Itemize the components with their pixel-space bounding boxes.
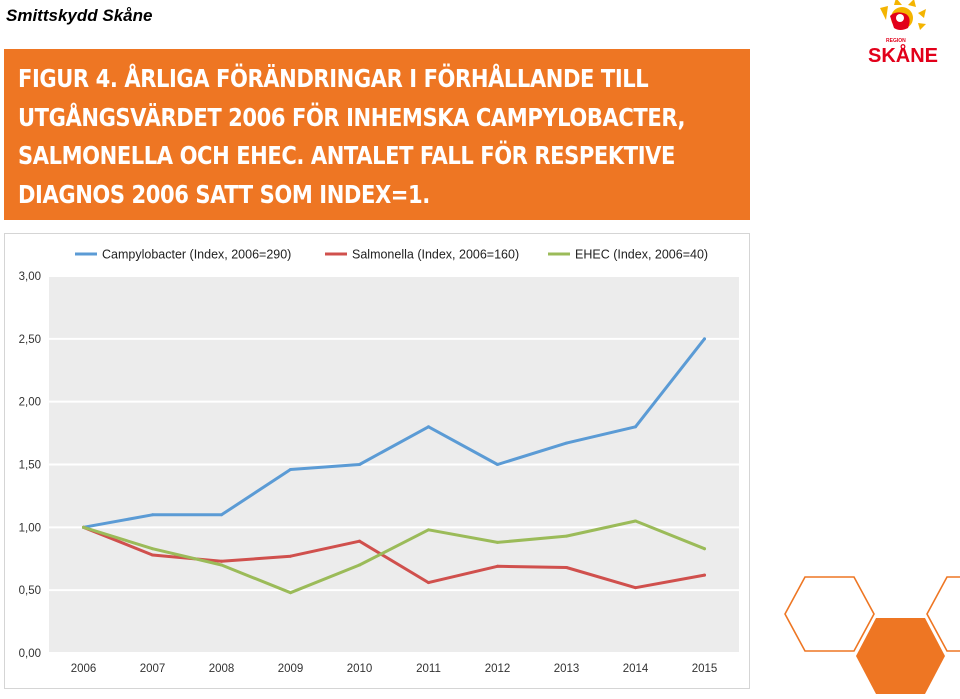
figure-title-line-2: UTGÅNGSVÄRDET 2006 FÖR INHEMSKA CAMPYLOB… (18, 102, 686, 132)
x-tick-label: 2008 (209, 663, 235, 675)
figure-title-line-1: FIGUR 4. ÅRLIGA FÖRÄNDRINGAR I FÖRHÅLLAN… (18, 64, 649, 93)
figure-title-line-3: SALMONELLA OCH EHEC. ANTALET FALL FÖR RE… (18, 141, 675, 170)
data-point-series-3 (289, 591, 292, 595)
data-point-series-1 (151, 513, 154, 517)
data-point-series-2 (496, 564, 499, 568)
data-point-series-1 (289, 468, 292, 472)
figure-title-line-4: DIAGNOS 2006 SATT SOM INDEX=1. (18, 179, 430, 209)
hexagon-filled (856, 618, 945, 694)
x-tick-label: 2006 (71, 663, 97, 675)
data-point-series-2 (634, 586, 637, 590)
region-skane-logo-graphic: REGION SKÅNE (868, 0, 938, 67)
x-tick-label: 2007 (140, 663, 166, 675)
y-tick-label: 0,00 (19, 648, 41, 660)
data-point-series-3 (496, 540, 499, 544)
x-tick-label: 2012 (485, 663, 511, 675)
data-point-series-3 (358, 563, 361, 567)
data-point-series-2 (289, 554, 292, 558)
data-point-series-1 (427, 425, 430, 429)
data-point-series-1 (634, 425, 637, 429)
data-point-series-2 (358, 539, 361, 543)
y-tick-label: 1,00 (19, 522, 41, 534)
x-tick-label: 2013 (554, 663, 580, 675)
data-point-series-3 (565, 534, 568, 538)
x-tick-label: 2015 (692, 663, 718, 675)
x-tick-label: 2010 (347, 663, 373, 675)
figure-title-text: FIGUR 4. ÅRLIGA FÖRÄNDRINGAR I FÖRHÅLLAN… (18, 60, 686, 214)
hexagon-outline-right (926, 576, 960, 652)
line-chart: 0,00 0,50 1,00 1,50 2,00 2,50 3,00 2006 2007 2008… (19, 248, 739, 675)
series-line-1 (82, 337, 706, 529)
data-point-series-1 (358, 463, 361, 466)
y-tick-label: 2,50 (19, 334, 41, 346)
y-tick-label: 1,50 (19, 460, 41, 472)
data-point-series-3 (220, 563, 223, 567)
data-point-series-1 (703, 337, 706, 341)
series-line-3 (82, 519, 706, 595)
y-tick-label: 3,00 (19, 271, 41, 283)
data-point-series-2 (565, 566, 568, 570)
logo-skane-text: SKÅNE (868, 43, 938, 66)
x-tick-label: 2011 (416, 663, 441, 675)
y-tick-label: 2,00 (19, 397, 41, 409)
data-point-series-1 (220, 513, 223, 517)
data-point-series-2 (427, 581, 430, 585)
hexagon-decoration (784, 576, 960, 694)
data-point-series-2 (220, 559, 223, 563)
legend-label-2: Salmonella (Index, 2006=160) (352, 248, 519, 262)
y-tick-label: 0,50 (19, 585, 41, 597)
data-point-series-1 (565, 441, 568, 445)
data-point-series-3 (703, 547, 706, 551)
logo-region-text: REGION (886, 38, 906, 44)
region-skane-logo: REGION SKÅNE (866, 0, 940, 67)
data-point-series-3 (427, 528, 430, 532)
hexagon-outline-left (784, 576, 875, 652)
figure-title-banner: FIGUR 4. ÅRLIGA FÖRÄNDRINGAR I FÖRHÅLLAN… (4, 49, 750, 220)
data-point-series-2 (151, 553, 154, 557)
legend-label-3: EHEC (Index, 2006=40) (575, 248, 708, 262)
x-tick-label: 2009 (278, 663, 304, 675)
data-point-series-3 (634, 519, 637, 523)
chart-frame: 0,00 0,50 1,00 1,50 2,00 2,50 3,00 2006 2007 2008… (4, 233, 750, 689)
x-tick-label: 2014 (623, 663, 649, 675)
header-title: Smittskydd Skåne (6, 6, 153, 25)
data-point-series-1 (496, 463, 499, 466)
data-point-series-2 (703, 573, 706, 577)
data-point-series-3 (151, 547, 154, 551)
data-point-series-3 (82, 525, 85, 529)
legend-label-1: Campylobacter (Index, 2006=290) (102, 248, 291, 262)
